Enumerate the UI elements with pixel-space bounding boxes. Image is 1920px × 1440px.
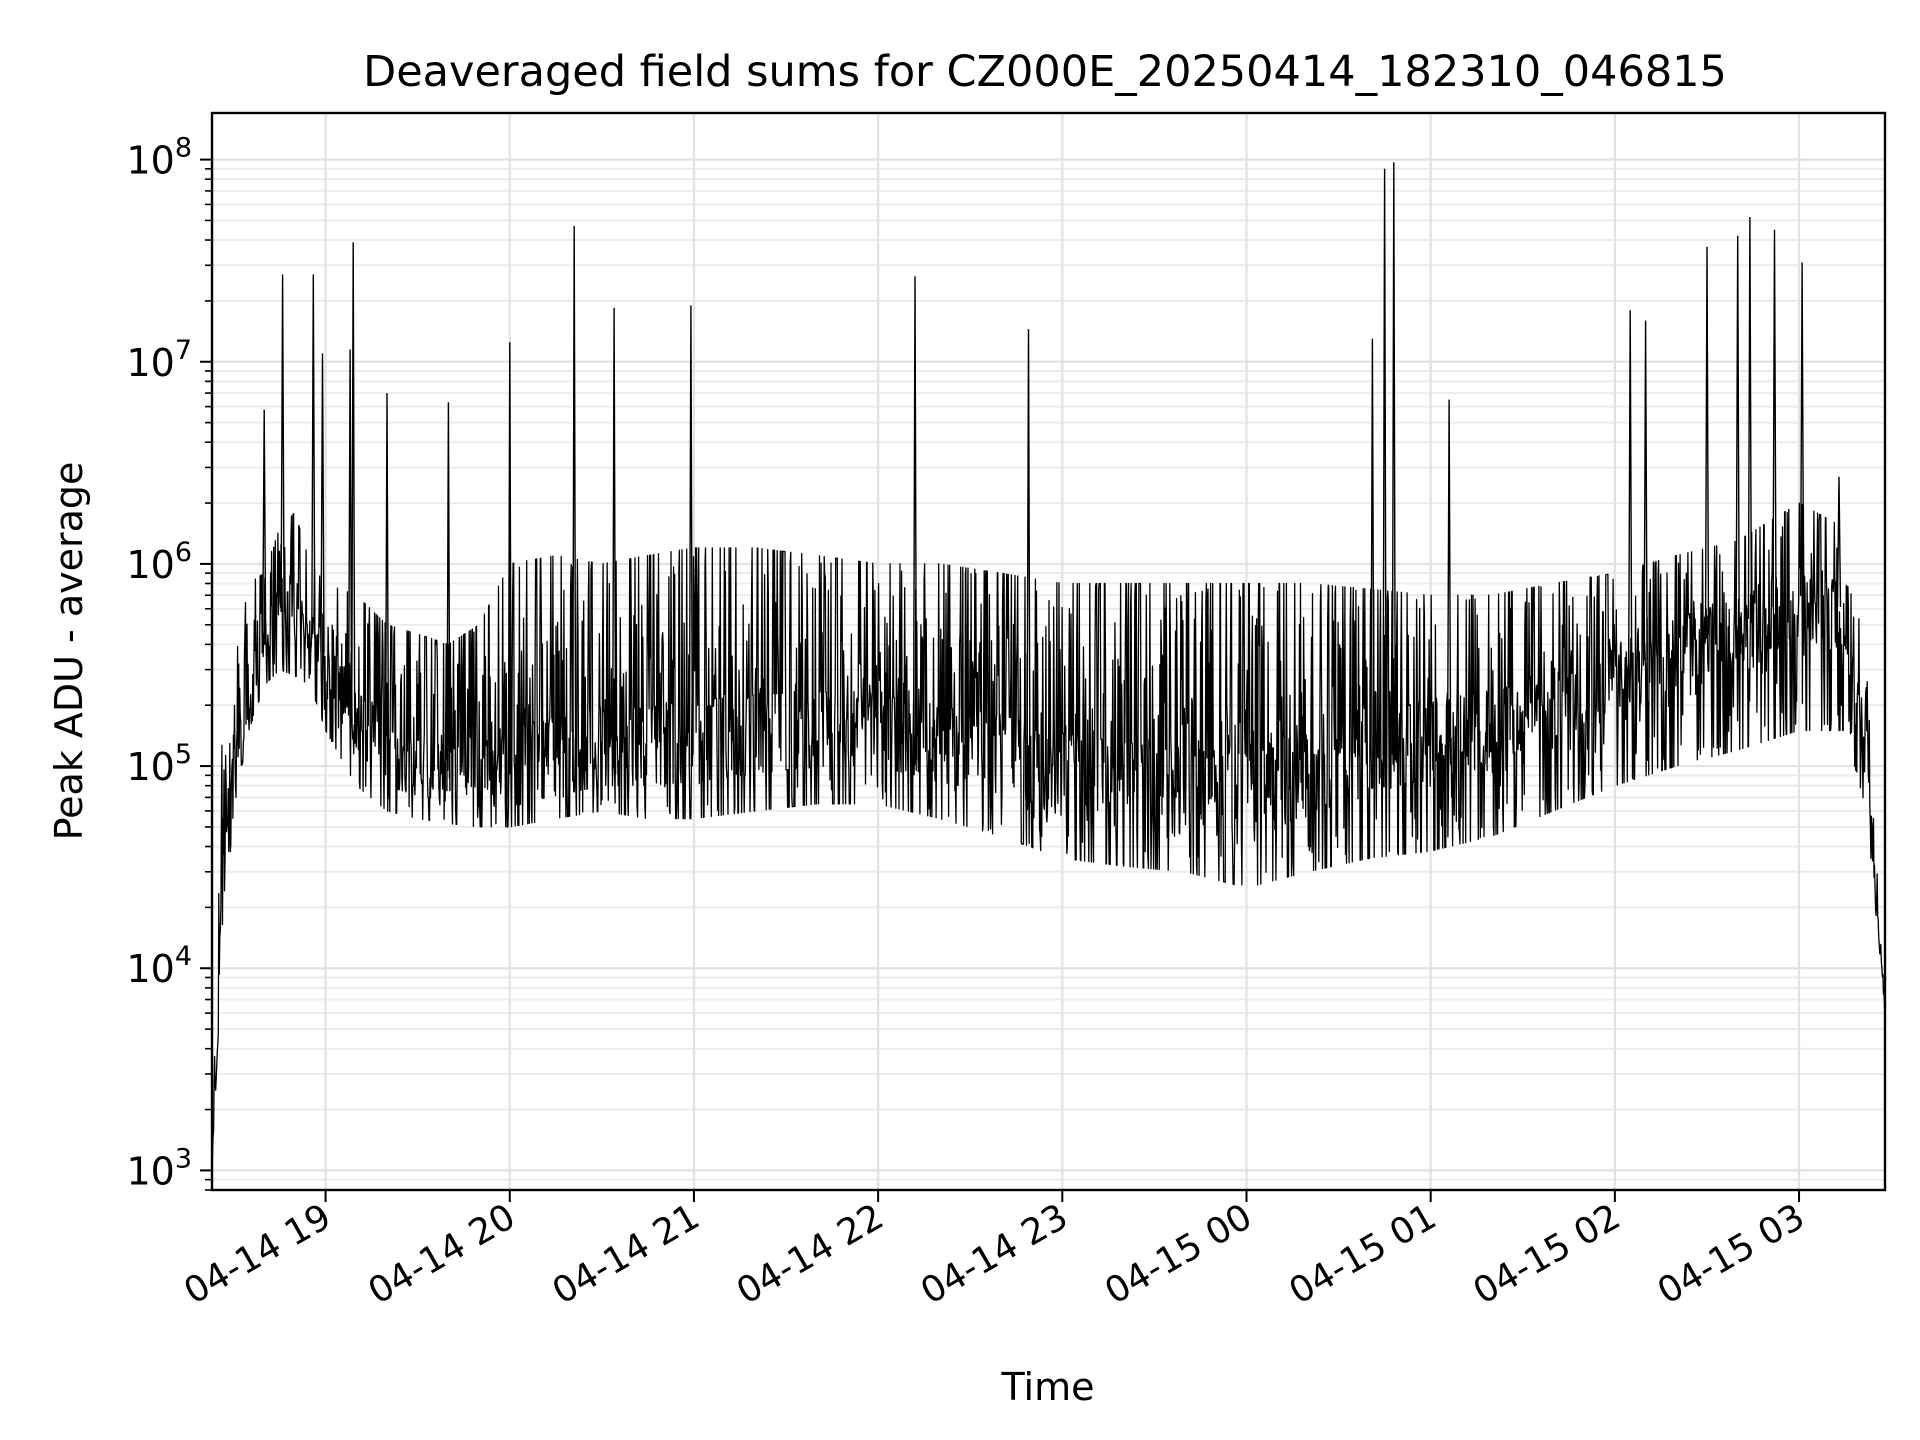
spike xyxy=(1772,229,1777,608)
spike xyxy=(1735,235,1740,625)
spike xyxy=(1382,168,1387,756)
spike xyxy=(262,409,267,645)
y-tick-label: 107 xyxy=(126,335,192,385)
spike xyxy=(384,393,390,776)
data-layer xyxy=(211,162,1886,1171)
spike xyxy=(572,225,577,782)
spike xyxy=(611,307,617,775)
spike xyxy=(1628,310,1633,668)
y-tick-label: 106 xyxy=(126,537,192,587)
plot-area xyxy=(210,111,1887,1192)
spike xyxy=(1370,338,1375,758)
x-axis-label: Time xyxy=(1001,1365,1095,1409)
chart-title: Deaveraged field sums for CZ000E_2025041… xyxy=(363,47,1727,97)
y-axis-label: Peak ADU - average xyxy=(47,462,91,841)
spike xyxy=(351,242,356,724)
y-tick-label: 104 xyxy=(126,941,192,991)
plot-frame xyxy=(210,111,1887,1192)
spike xyxy=(1446,399,1452,745)
y-tick-label: 105 xyxy=(126,739,192,789)
spike xyxy=(1643,320,1648,661)
spike xyxy=(1799,262,1805,597)
y-axis: 103 104 105 106 107 108 xyxy=(126,133,212,1193)
spike xyxy=(507,342,512,798)
spike xyxy=(280,274,285,613)
spike xyxy=(912,276,918,760)
spike xyxy=(311,274,316,639)
spike xyxy=(1747,216,1753,619)
y-tick-label: 108 xyxy=(126,133,192,183)
spike xyxy=(688,305,694,767)
spike xyxy=(1391,162,1396,755)
spike xyxy=(446,402,451,792)
spike xyxy=(347,349,353,716)
spike xyxy=(1704,246,1710,635)
y-tick-label: 103 xyxy=(126,1143,192,1193)
spike xyxy=(1836,476,1842,608)
spike xyxy=(1026,329,1031,786)
series-line xyxy=(211,502,1886,1171)
spike xyxy=(320,353,325,652)
